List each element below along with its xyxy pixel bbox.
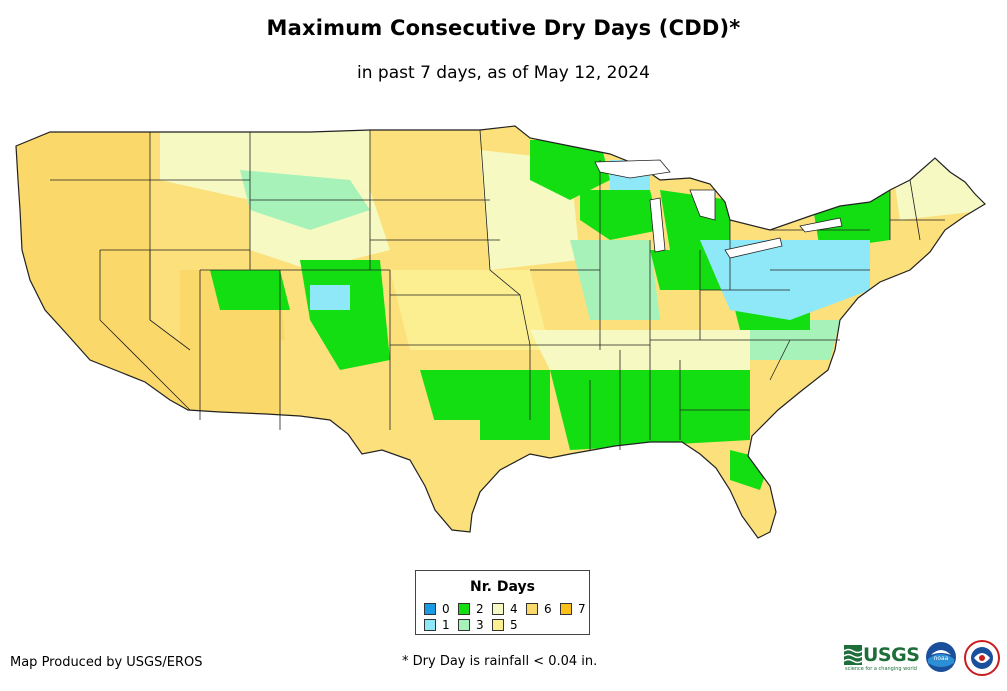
legend-label-4: 4 <box>510 602 518 616</box>
nws-logo-icon <box>964 640 1000 676</box>
legend-swatch-7 <box>560 603 572 615</box>
legend-item-6: 6 <box>526 602 552 616</box>
region-tx-5 <box>340 420 480 538</box>
legend-item-7: 7 <box>560 602 586 616</box>
legend-swatch-6 <box>526 603 538 615</box>
legend-item-5: 5 <box>492 618 518 632</box>
legend-label-6: 6 <box>544 602 552 616</box>
lake-ontario <box>799 217 843 233</box>
map-title: Maximum Consecutive Dry Days (CDD)* <box>266 16 741 40</box>
lake-michigan <box>649 197 666 253</box>
legend-swatch-1 <box>424 619 436 631</box>
legend-label-1: 1 <box>442 618 450 632</box>
region-plains-5 <box>390 270 550 350</box>
us-cdd-map <box>15 125 986 539</box>
legend-label-7: 7 <box>578 602 586 616</box>
great-lakes <box>594 159 843 259</box>
legend-swatch-0 <box>424 603 436 615</box>
legend-label-2: 2 <box>476 602 484 616</box>
usgs-logo: USGS <box>844 644 920 666</box>
region-co-1 <box>310 285 350 310</box>
legend-swatch-2 <box>458 603 470 615</box>
usgs-wave-icon <box>844 645 862 665</box>
legend-title: Nr. Days <box>470 579 535 595</box>
legend-swatch-4 <box>492 603 504 615</box>
legend-item-1: 1 <box>424 618 450 632</box>
region-ut-2 <box>210 270 290 310</box>
usgs-tagline: science for a changing world <box>845 666 917 672</box>
credit-text: Map Produced by USGS/EROS <box>10 655 203 670</box>
region-ohio-valley-1 <box>700 240 870 320</box>
legend-item-0: 0 <box>424 602 450 616</box>
legend-label-3: 3 <box>476 618 484 632</box>
lake-huron <box>689 189 716 221</box>
legend-label-0: 0 <box>442 602 450 616</box>
region-tn-4 <box>530 330 750 370</box>
map-subtitle: in past 7 days, as of May 12, 2024 <box>357 63 650 83</box>
legend-swatch-5 <box>492 619 504 631</box>
noaa-logo-icon: noaa <box>926 642 956 672</box>
legend-item-3: 3 <box>458 618 484 632</box>
legend-label-5: 5 <box>510 618 518 632</box>
legend-item-2: 2 <box>458 602 484 616</box>
cdd-regions <box>16 126 985 538</box>
dry-day-note: * Dry Day is rainfall < 0.04 in. <box>402 654 598 669</box>
legend-swatch-3 <box>458 619 470 631</box>
legend-item-4: 4 <box>492 602 518 616</box>
noaa-wordmark: noaa <box>934 655 949 662</box>
map-legend: Nr. Days 0 2 4 6 7 1 3 5 <box>415 570 590 635</box>
lake-erie <box>724 237 783 259</box>
state-boundaries <box>50 129 945 450</box>
lake-superior <box>594 159 671 179</box>
usgs-wordmark: USGS <box>863 644 920 666</box>
region-mn-2 <box>530 140 610 200</box>
agency-logos: USGS science for a changing world noaa <box>840 638 1005 678</box>
region-il-3 <box>570 240 660 320</box>
